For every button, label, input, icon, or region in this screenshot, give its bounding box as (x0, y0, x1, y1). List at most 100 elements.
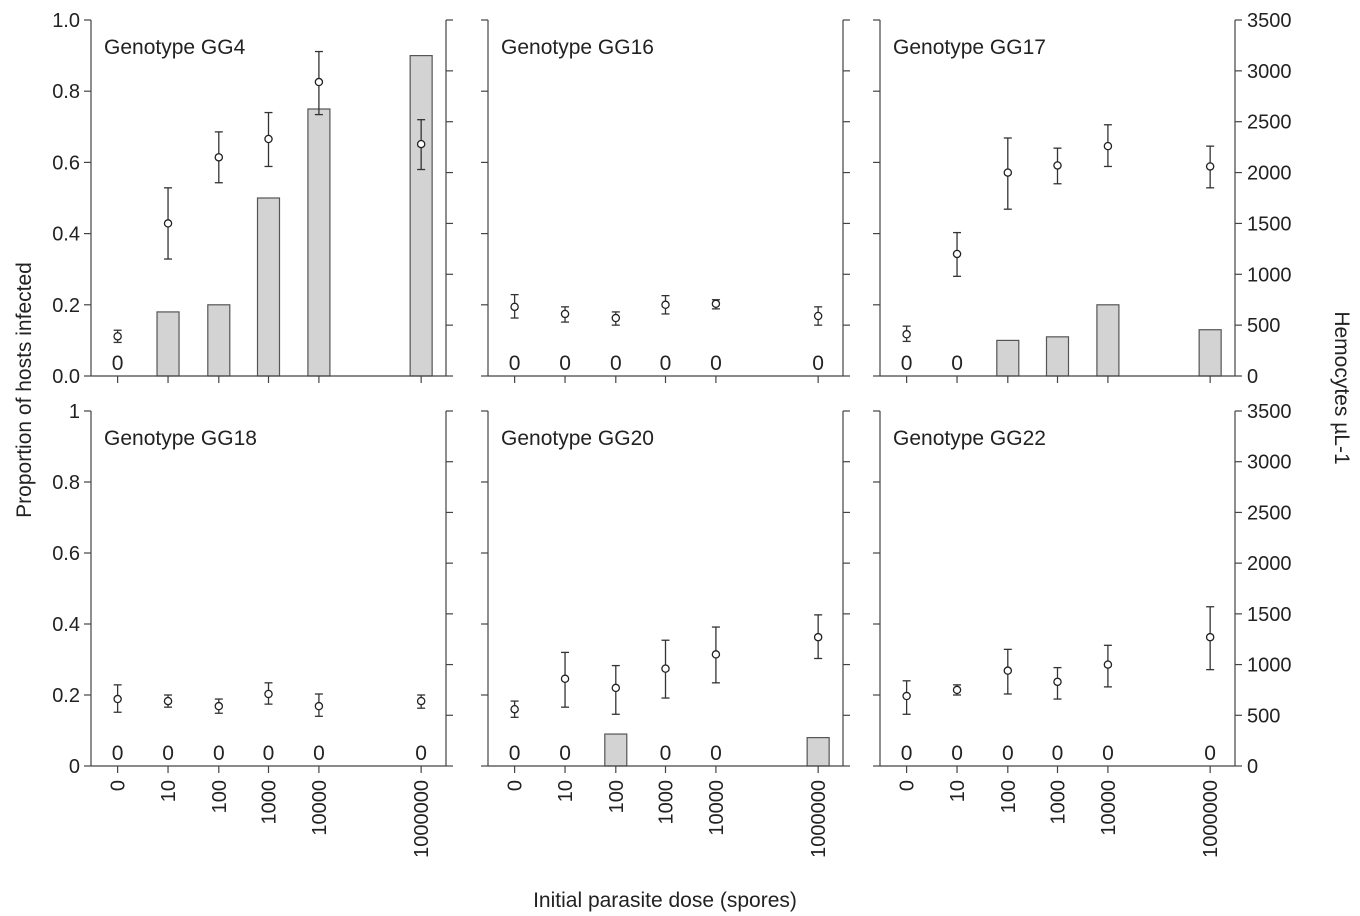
hemocyte-point (711, 650, 721, 659)
infection-bar (256, 197, 281, 377)
zero-label: 0 (509, 742, 521, 765)
left-tick-label: 0.8 (52, 472, 80, 494)
left-tick-label: 0.4 (52, 614, 80, 636)
x-tick-label: 1000000 (808, 780, 830, 858)
hemocyte-point (163, 219, 173, 228)
infection-bar (1045, 336, 1070, 377)
zero-label: 0 (951, 742, 963, 765)
x-tick-label: 10 (555, 780, 577, 802)
zero-label: 0 (1002, 742, 1014, 765)
panel-title: Genotype GG20 (501, 427, 654, 450)
hemocyte-point (1003, 168, 1013, 177)
hemocyte-point (611, 313, 621, 323)
hemocyte-point (813, 311, 823, 321)
left-tick-label: 0.4 (52, 224, 80, 246)
right-tick-label: 500 (1247, 705, 1280, 727)
zero-label: 0 (951, 352, 963, 375)
left-tick-label: 0.6 (52, 152, 80, 174)
panels-layer: 0 0.0 0.2 0.4 0.6 0.8 1.0 Genotype GG4 0 0 0 0 0 0 Gen… (52, 10, 1291, 858)
right-tick-label: 0 (1247, 756, 1258, 778)
left-tick-label: 0.6 (52, 543, 80, 565)
panel-title: Genotype GG17 (893, 36, 1046, 59)
x-tick-label: 1000000 (1200, 780, 1222, 858)
hemocyte-point (560, 674, 570, 684)
x-tick-label: 10000 (706, 780, 728, 836)
x-tick-label: 0 (505, 780, 527, 791)
hemocyte-point (1103, 660, 1113, 669)
hemocyte-point (661, 300, 670, 310)
zero-label: 0 (660, 352, 672, 375)
hemocyte-point (1053, 677, 1062, 687)
hemocyte-point (113, 332, 122, 341)
hemocyte-point (611, 683, 621, 693)
right-tick-label: 1000 (1247, 655, 1292, 677)
right-tick-label: 2000 (1247, 163, 1292, 185)
zero-label: 0 (559, 352, 571, 375)
hemocyte-point (416, 139, 426, 149)
zero-label: 0 (162, 742, 174, 765)
x-tick-label: 1000 (1048, 780, 1070, 825)
zero-label: 0 (559, 742, 571, 765)
hemocyte-point (813, 632, 823, 642)
zero-label: 0 (901, 742, 913, 765)
x-tick-label: 10000 (309, 780, 331, 836)
hemocyte-point (902, 691, 911, 701)
left-tick-label: 0.0 (52, 366, 80, 388)
right-tick-label: 1500 (1247, 604, 1292, 626)
hemocyte-point (264, 689, 273, 699)
right-tick-label: 1000 (1247, 264, 1292, 286)
right-tick-label: 3500 (1247, 10, 1292, 32)
zero-label: 0 (812, 352, 824, 375)
x-tick-label: 0 (108, 780, 130, 791)
y-axis-label-left: Proportion of hosts infected (13, 262, 36, 518)
zero-label: 0 (509, 352, 521, 375)
zero-label: 0 (710, 352, 722, 375)
left-tick-label: 0.8 (52, 81, 80, 103)
panel-4: 0 0 0 0 0 000.20.40.60.810 10 100 1000 10000 10000… (52, 401, 453, 858)
panel-6: 0 0 0 0 0 0 0 500 1000 1500 2000 2500 3000 3500 0 10 100… (873, 401, 1292, 858)
hemocyte-point (510, 302, 519, 312)
zero-label: 0 (1204, 742, 1216, 765)
left-tick-label: 1 (69, 401, 80, 423)
zero-label: 0 (415, 742, 427, 765)
hemocyte-point (952, 249, 962, 259)
hemocyte-point (264, 134, 273, 144)
left-tick-label: 0.2 (52, 685, 80, 707)
right-tick-label: 2500 (1247, 502, 1292, 524)
infection-bar (207, 304, 231, 377)
right-tick-label: 2500 (1247, 112, 1292, 134)
x-tick-label: 1000 (656, 780, 678, 825)
panel-2: 0 0 0 0 0 0 Genotype GG16 (481, 19, 850, 383)
right-tick-label: 500 (1247, 315, 1280, 337)
hemocyte-point (510, 704, 519, 714)
zero-label: 0 (313, 742, 325, 765)
hemocyte-point (711, 299, 721, 309)
infection-bar (1198, 329, 1222, 377)
panel-5: 0 0 0 0 0 10 100 1000 10000 1000000 Genotype GG20 (481, 410, 850, 858)
hemocyte-point (1103, 141, 1113, 151)
hemocyte-point (163, 696, 173, 706)
hemocyte-point (661, 664, 670, 673)
x-tick-label: 100 (998, 780, 1020, 813)
left-tick-label: 1.0 (52, 10, 80, 32)
infection-bar (604, 733, 628, 767)
hemocyte-point (314, 701, 324, 711)
infection-bar (307, 108, 331, 377)
hemocyte-point (1053, 161, 1062, 170)
panel-title: Genotype GG18 (104, 427, 257, 450)
x-tick-label: 1000 (259, 780, 281, 825)
hemocyte-point (214, 701, 224, 711)
panel-title: Genotype GG16 (501, 36, 654, 59)
right-tick-label: 3000 (1247, 61, 1292, 83)
panel-3: 0 0 0 500 1000 1500 2000 2500 3000 3500 Genotype G… (873, 10, 1292, 388)
left-tick-label: 0 (69, 756, 80, 778)
hemocyte-point (1205, 632, 1215, 642)
hemocyte-point (952, 685, 962, 695)
zero-label: 0 (710, 742, 722, 765)
panel-1: 0 0.0 0.2 0.4 0.6 0.8 1.0 Genotype GG4 (52, 10, 453, 388)
hemocyte-point (314, 77, 324, 87)
right-tick-label: 0 (1247, 366, 1258, 388)
x-tick-label: 0 (897, 780, 919, 791)
zero-label: 0 (112, 742, 124, 765)
